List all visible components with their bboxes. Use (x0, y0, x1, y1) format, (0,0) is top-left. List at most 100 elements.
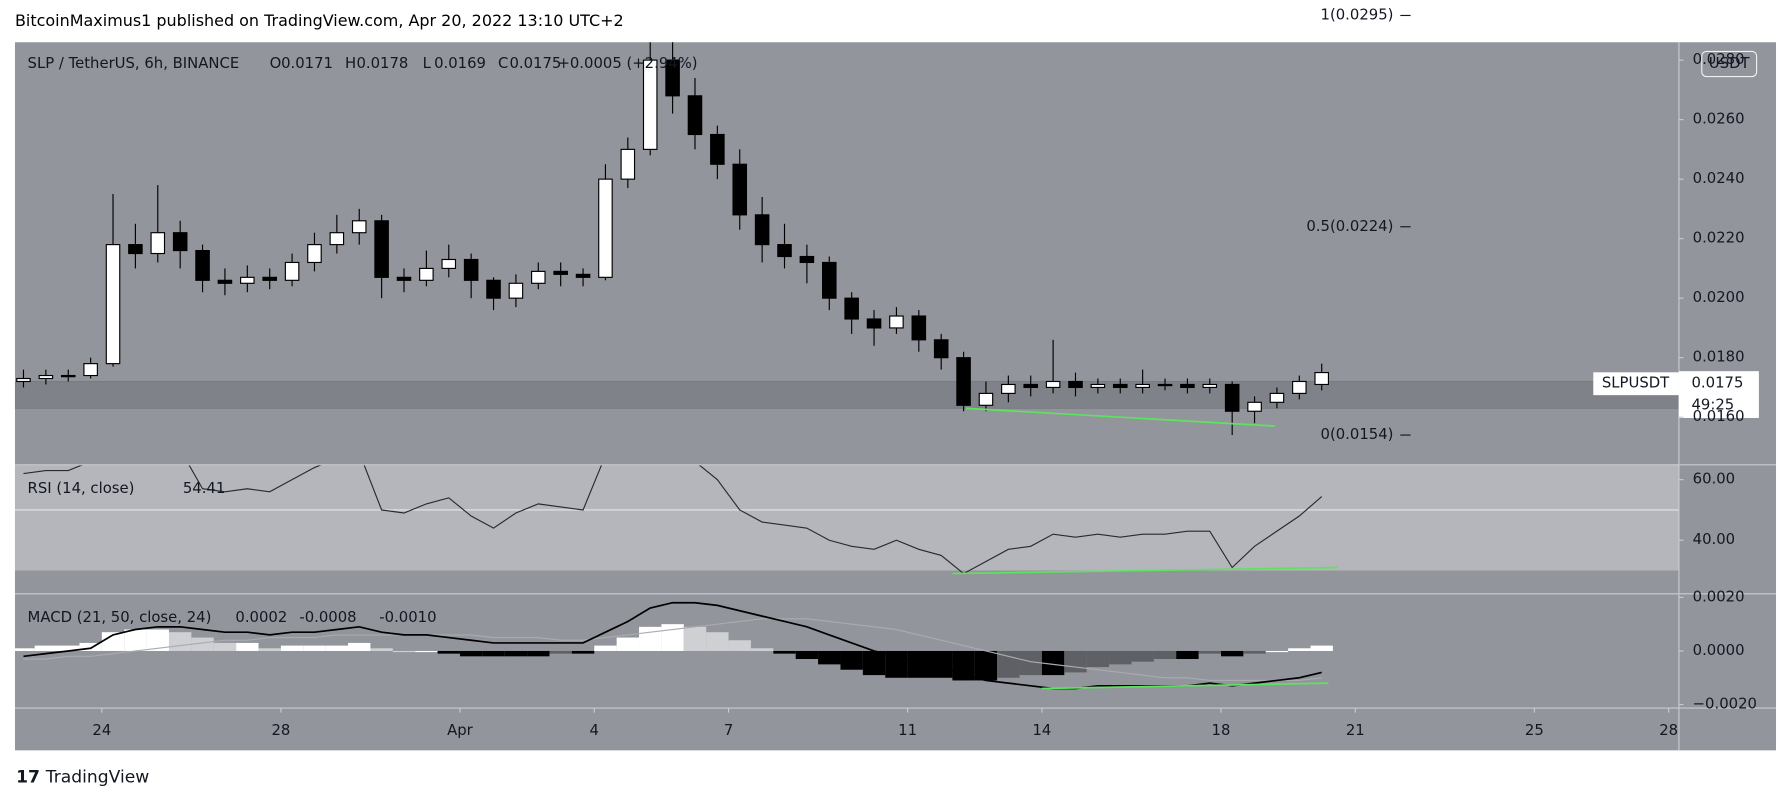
candle-body (531, 270, 546, 284)
candle-body (978, 392, 994, 406)
candle-body (38, 374, 54, 380)
histogram-bar (1109, 650, 1132, 665)
legend-value: -0.0010 (379, 609, 436, 626)
candle-body (195, 249, 210, 281)
histogram-bar (258, 648, 281, 651)
fib-label: 0(0.0154) (1321, 426, 1394, 443)
candle-body (777, 244, 792, 258)
candle-body (1180, 383, 1195, 389)
x-tick-label: 14 (1032, 722, 1051, 739)
histogram-bar (527, 650, 550, 657)
currency-box[interactable] (1701, 50, 1758, 78)
candle-body (866, 318, 882, 329)
candle-body (1314, 371, 1329, 386)
symbol-label: SLPUSDT (1602, 375, 1670, 392)
candle-body (1247, 401, 1262, 412)
legend-value: 54.41 (183, 480, 225, 497)
rsi-line (23, 464, 1323, 575)
histogram-bar (1019, 650, 1042, 676)
byline: BitcoinMaximus1 published on TradingView… (15, 11, 624, 30)
y-tick-label: 0.0280 (1693, 51, 1745, 68)
trendline (965, 407, 1275, 427)
candle-body (105, 244, 121, 365)
candle-body (172, 232, 188, 252)
candle-body (1045, 380, 1061, 389)
histogram-bar (415, 650, 438, 653)
candle-body (1090, 383, 1106, 389)
x-tick-label: 21 (1346, 722, 1365, 739)
x-tick-label: 18 (1212, 722, 1231, 739)
candle-body (463, 258, 479, 281)
legend-value: 0.0002 (235, 609, 287, 626)
macd-plot (14, 601, 1333, 690)
histogram-bar (124, 629, 147, 651)
histogram-bar (1041, 650, 1065, 676)
histogram-bar (191, 637, 214, 651)
histogram-bar (1288, 648, 1311, 651)
histogram-bar (907, 650, 931, 678)
histogram-bar (370, 648, 393, 651)
histogram-bar (1310, 645, 1333, 651)
histogram-bar (818, 650, 841, 665)
histogram-bar (1086, 650, 1110, 668)
histogram-bar (1064, 650, 1087, 673)
signal-line (23, 618, 1322, 682)
brand: TradingView (45, 768, 149, 788)
candle-body (351, 220, 367, 234)
candle-body (799, 255, 815, 264)
y-tick-label: 40.00 (1693, 531, 1735, 548)
last-price: 0.0175 (1692, 375, 1744, 392)
histogram-bar (101, 632, 125, 651)
candle-body (1135, 383, 1150, 389)
x-tick-label: 11 (898, 722, 917, 739)
y-tick-label: 0.0180 (1693, 349, 1745, 366)
histogram-bar (168, 632, 192, 651)
histogram-bar (146, 629, 169, 651)
histogram-bar (482, 650, 505, 657)
histogram-bar (57, 645, 80, 651)
x-tick-label: 28 (1659, 722, 1678, 739)
histogram-bar (1220, 650, 1244, 657)
symbol-label-box (1593, 372, 1679, 396)
y-tick-label: 0.0220 (1693, 230, 1745, 247)
countdown: 49:25 (1692, 396, 1735, 413)
candle-body (553, 270, 568, 275)
histogram-bar (303, 645, 326, 651)
y-tick-label: 0.0200 (1693, 289, 1745, 306)
candle-body (374, 220, 389, 278)
histogram-bar (1176, 650, 1199, 660)
histogram-bar (504, 650, 528, 657)
x-tick-label: Apr (447, 722, 474, 739)
candle-body (307, 244, 322, 264)
histogram-bar (616, 637, 640, 651)
histogram-bar (840, 650, 863, 670)
histogram-bar (594, 645, 617, 651)
legend-title: RSI (14, close) (28, 480, 135, 497)
histogram-bar (683, 626, 707, 651)
histogram-bar (571, 650, 595, 654)
legend-title: MACD (21, 50, close, 24) (28, 609, 212, 626)
x-tick-label: 28 (271, 722, 290, 739)
candle-body (1202, 383, 1218, 389)
x-tick-label: 25 (1525, 722, 1544, 739)
y-tick-label: 0.0020 (1693, 588, 1745, 605)
logo: 𝟭𝟳 TradingView (16, 768, 149, 788)
ohlc-value: 0.0171 (281, 55, 333, 72)
candle-body (150, 232, 166, 255)
candle-body (1269, 392, 1285, 403)
candle-body (83, 363, 98, 377)
ohlc-value: 0.0175 (509, 55, 561, 72)
histogram-bar (79, 642, 102, 651)
ohlc-value: 0.0178 (356, 55, 408, 72)
fib-label: 0.5(0.0224) (1306, 218, 1393, 235)
candle-body (620, 148, 636, 180)
candle-body (1023, 383, 1039, 389)
histogram-bar (1198, 650, 1221, 654)
candle-body (262, 276, 277, 281)
histogram-bar (862, 650, 886, 676)
ohlc-value: 0.0169 (434, 55, 486, 72)
candle-body (844, 297, 859, 320)
candle-body (821, 261, 837, 299)
currency[interactable]: USDT (1709, 55, 1751, 72)
